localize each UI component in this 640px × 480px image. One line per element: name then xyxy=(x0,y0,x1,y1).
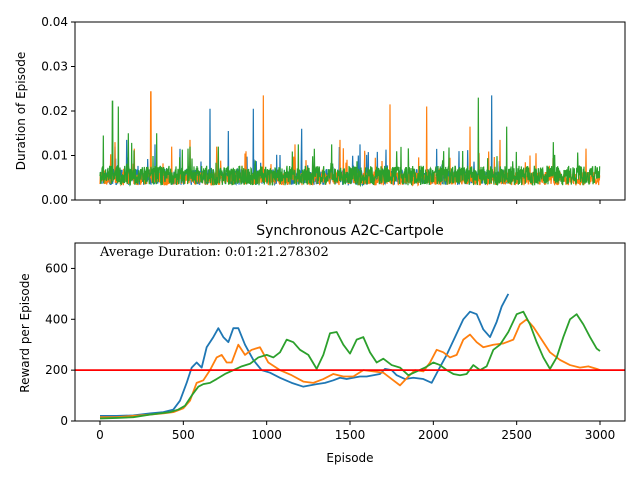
reward-series-2 xyxy=(100,318,601,419)
reward-x-tick-label: 0 xyxy=(96,428,104,442)
reward-x-tick-label: 2500 xyxy=(501,428,532,442)
reward-x-tick-label: 2000 xyxy=(418,428,449,442)
reward-x-tick-label: 500 xyxy=(172,428,195,442)
reward-x-tick-label: 1500 xyxy=(335,428,366,442)
reward-series-3 xyxy=(99,310,601,420)
reward-y-tick-label: 200 xyxy=(45,363,68,377)
duration-series-group xyxy=(99,91,601,188)
average-duration-annotation: Average Duration: 0:01:21.278302 xyxy=(99,245,329,260)
duration-y-axis-label: Duration of Episode xyxy=(14,52,28,170)
reward-x-axis-label: Episode xyxy=(326,451,373,465)
duration-y-tick-label: 0.01 xyxy=(41,149,68,163)
duration-series-3 xyxy=(99,97,601,188)
reward-x-ticks: 0 500 1000 1500 2000 2500 3000 xyxy=(96,421,615,442)
reward-y-tick-label: 0 xyxy=(60,414,68,428)
duration-y-tick-label: 0.03 xyxy=(41,60,68,74)
duration-axes-frame xyxy=(74,21,626,201)
duration-subplot: 0.00 0.01 0.02 0.03 0.04 Duration of Episode xyxy=(14,15,626,207)
reward-y-tick-label: 400 xyxy=(45,312,68,326)
reward-y-ticks: 0 200 400 600 xyxy=(45,261,75,428)
reward-chart-title: Synchronous A2C-Cartpole xyxy=(256,223,444,239)
reward-series-1 xyxy=(100,293,510,417)
duration-x-ticks xyxy=(99,200,601,204)
duration-y-tick-label: 0.04 xyxy=(41,15,68,29)
reward-series-group xyxy=(99,293,601,420)
reward-y-tick-label: 600 xyxy=(45,261,68,275)
reward-axes-frame xyxy=(74,242,626,422)
reward-x-tick-label: 3000 xyxy=(585,428,616,442)
duration-y-ticks: 0.00 0.01 0.02 0.03 0.04 xyxy=(41,15,75,207)
reward-subplot: Synchronous A2C-Cartpole 0 200 400 600 0 500… xyxy=(18,223,626,465)
reward-y-axis-label: Reward per Episode xyxy=(18,273,32,392)
reward-x-tick-label: 1000 xyxy=(251,428,282,442)
duration-y-tick-label: 0.00 xyxy=(41,193,68,207)
duration-y-tick-label: 0.02 xyxy=(41,104,68,118)
